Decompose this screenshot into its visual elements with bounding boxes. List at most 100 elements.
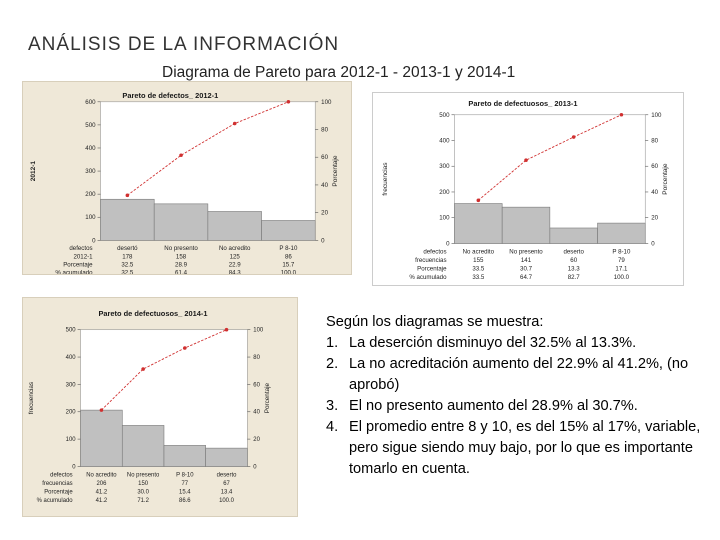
- pareto-bar: [153, 203, 209, 241]
- table-row-label: % acumulado: [409, 274, 447, 281]
- y-tick-label: 300: [66, 382, 77, 388]
- cumulative-label: 64.7: [520, 274, 533, 281]
- cumulative-line: [478, 114, 622, 201]
- y-right-tick-label: 60: [321, 154, 328, 161]
- table-row-label: defectos: [69, 245, 92, 252]
- note-number: 2.: [326, 356, 339, 372]
- category-label: No presento: [127, 472, 160, 478]
- y-right-tick-label: 0: [321, 237, 325, 244]
- cumulative-point: [224, 327, 229, 332]
- percent-label: 41.2: [96, 489, 108, 495]
- table-row-label: Porcentaje: [417, 265, 447, 272]
- y-right-tick-label: 60: [253, 382, 260, 388]
- percent-label: 30.0: [137, 489, 149, 495]
- category-label: No acredito: [219, 245, 251, 252]
- pareto-bar: [80, 409, 123, 467]
- cumulative-label: 100.0: [219, 498, 235, 504]
- percent-label: 15.7: [282, 261, 295, 268]
- table-row-label: defectos: [50, 472, 72, 478]
- y-right-tick-label: 100: [253, 328, 264, 334]
- analysis-notes: Según los diagramas se muestra: 1. La des…: [326, 312, 712, 480]
- y-tick-label: 300: [85, 168, 96, 175]
- y-tick-label: 500: [66, 328, 77, 334]
- value-label: 60: [570, 257, 577, 264]
- value-label: 77: [182, 481, 189, 487]
- cumulative-point: [141, 367, 145, 371]
- value-label: 155: [473, 257, 484, 264]
- percent-label: 33.5: [472, 265, 485, 272]
- cumulative-label: 82.7: [568, 274, 581, 281]
- y-right-tick-label: 60: [651, 163, 658, 170]
- note-item: 2. La no acreditación aumento del 22.9% a…: [326, 354, 712, 396]
- cumulative-label: 86.6: [179, 498, 191, 504]
- category-label: No acredito: [463, 248, 495, 255]
- y-tick-label: 400: [85, 145, 96, 152]
- y-tick-label: 200: [85, 191, 96, 198]
- note-text: La no acreditación aumento del 22.9% al …: [349, 356, 689, 393]
- cumulative-point: [99, 408, 104, 412]
- y-tick-label: 400: [66, 355, 77, 361]
- chart-title: Pareto de defectuosos_ 2013-1: [468, 99, 577, 108]
- y-right-axis-label: Porcentaje: [332, 155, 339, 187]
- percent-label: 28.9: [175, 261, 188, 268]
- y-tick-label: 600: [85, 99, 96, 106]
- percent-label: 13.3: [568, 265, 581, 272]
- category-label: deserto: [217, 472, 238, 478]
- y-tick-label: 0: [92, 237, 96, 244]
- table-row-label: frecuencias: [415, 257, 446, 264]
- category-label: deserto: [563, 248, 584, 255]
- table-row-label: 2012-1: [73, 253, 93, 260]
- category-label: No presento: [509, 248, 543, 255]
- note-text: El no presento aumento del 28.9% al 30.7…: [349, 398, 638, 414]
- chart-title: Pareto de defectos_ 2012-1: [122, 91, 218, 100]
- y-right-tick-label: 80: [253, 355, 260, 361]
- y-tick-label: 200: [439, 189, 450, 196]
- value-label: 206: [96, 481, 107, 487]
- value-label: 67: [223, 481, 230, 487]
- y-axis-label: frecuencias: [382, 162, 389, 196]
- value-label: 178: [122, 253, 133, 260]
- note-text: El promedio entre 8 y 10, es del 15% al …: [349, 419, 701, 477]
- table-row-label: % acumulado: [37, 498, 74, 504]
- note-item: 3. El no presento aumento del 28.9% al 30…: [326, 396, 712, 417]
- y-tick-label: 500: [439, 112, 450, 119]
- pareto-chart-2012: Pareto de defectos_ 2012-1 0 100 200 300 400 5…: [22, 81, 352, 275]
- note-number: 1.: [326, 335, 339, 351]
- y-tick-label: 100: [66, 437, 77, 443]
- cumulative-line: [127, 101, 289, 196]
- y-tick-label: 400: [439, 137, 450, 144]
- y-right-tick-label: 20: [651, 215, 658, 222]
- cumulative-label: 100.0: [281, 270, 297, 274]
- category-label: desertó: [117, 245, 138, 252]
- value-label: 141: [521, 257, 532, 264]
- percent-label: 32.5: [121, 261, 134, 268]
- category-label: P 8-10: [279, 245, 298, 252]
- y-tick-label: 0: [446, 240, 450, 247]
- table-row-label: defectos: [423, 248, 446, 255]
- cumulative-point: [232, 121, 237, 126]
- value-label: 125: [230, 253, 241, 260]
- note-number: 3.: [326, 398, 339, 414]
- pareto-chart-2014: Pareto de defectuosos_ 2014-1 0 100 200 300 4…: [22, 297, 298, 517]
- y-right-tick-label: 80: [321, 126, 328, 133]
- value-label: 86: [285, 253, 292, 260]
- cumulative-point: [286, 100, 291, 104]
- pareto-bar: [454, 203, 503, 244]
- percent-label: 13.4: [221, 489, 233, 495]
- cumulative-label: 61.4: [175, 270, 188, 274]
- pareto-chart-2012-svg: Pareto de defectos_ 2012-101002003004005…: [30, 91, 339, 274]
- pareto-bar: [549, 227, 598, 244]
- y-tick-label: 300: [439, 163, 450, 170]
- note-item: 4. El promedio entre 8 y 10, es del 15% a…: [326, 417, 712, 480]
- y-right-tick-label: 20: [321, 210, 328, 217]
- pareto-bar: [501, 206, 551, 244]
- y-right-tick-label: 100: [651, 112, 662, 119]
- y-right-tick-label: 100: [321, 99, 332, 106]
- y-right-axis-label: Porcentaje: [662, 163, 669, 195]
- table-row-label: frecuencias: [42, 481, 72, 487]
- pareto-chart-2014-svg: Pareto de defectuosos_ 2014-101002003004…: [28, 309, 271, 504]
- y-right-tick-label: 40: [253, 410, 260, 416]
- y-axis-label: 2012-1: [30, 161, 37, 182]
- cumulative-label: 71.2: [137, 498, 149, 504]
- pareto-chart-2013: Pareto de defectuosos_ 2013-1 0 100 200 300 4…: [372, 92, 684, 286]
